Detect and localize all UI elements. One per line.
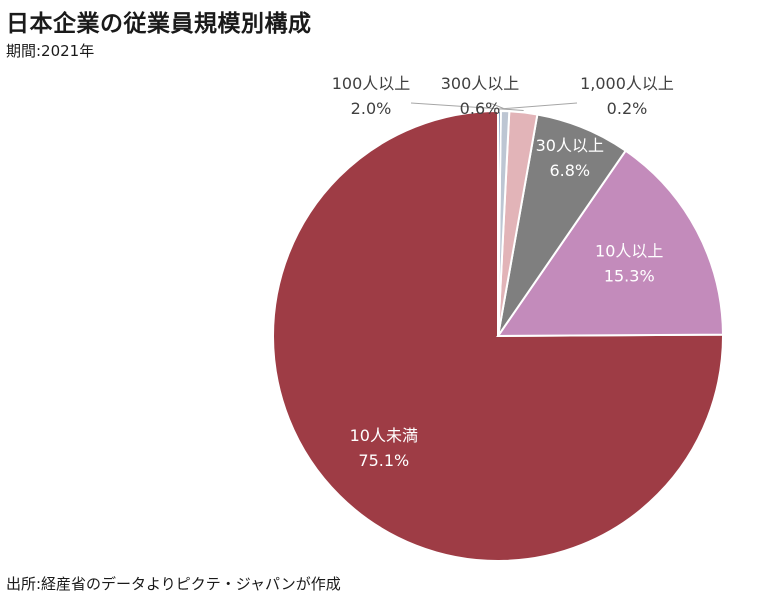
slice-value-label: 6.8% [549, 161, 590, 180]
slice-category-label: 100人以上 [332, 74, 411, 93]
slice-value-label: 0.6% [460, 99, 501, 118]
pie-slice-2 [496, 149, 725, 338]
leader-line-5 [489, 102, 506, 110]
slice-value-label: 0.2% [607, 99, 648, 118]
slice-category-label: 30人以上 [536, 136, 604, 155]
source-note: 出所:経産省のデータよりピクテ・ジャパンが作成 [6, 575, 341, 593]
slice-category-label: 1,000人以上 [580, 74, 674, 93]
chart-title: 日本企業の従業員規模別構成 [6, 11, 312, 37]
slice-value-label: 75.1% [358, 451, 409, 470]
pie-slice-1 [272, 109, 725, 562]
slice-value-label: 2.0% [351, 99, 392, 118]
slice-labels: 10人未満 75.1% 10人以上 15.3% 30人以上 6.8% 100人以上 2.0% 3… [332, 74, 674, 470]
pie-slices [272, 109, 725, 562]
chart-subtitle: 期間:2021年 [6, 42, 95, 60]
slice-value-label: 15.3% [604, 267, 655, 286]
pie-slice-6 [497, 109, 502, 337]
slice-category-label: 10人以上 [595, 242, 663, 261]
slice-category-label: 300人以上 [441, 74, 520, 93]
leader-lines [410, 102, 578, 111]
slice-category-label: 10人未満 [350, 426, 418, 445]
leader-line-6 [499, 102, 578, 110]
